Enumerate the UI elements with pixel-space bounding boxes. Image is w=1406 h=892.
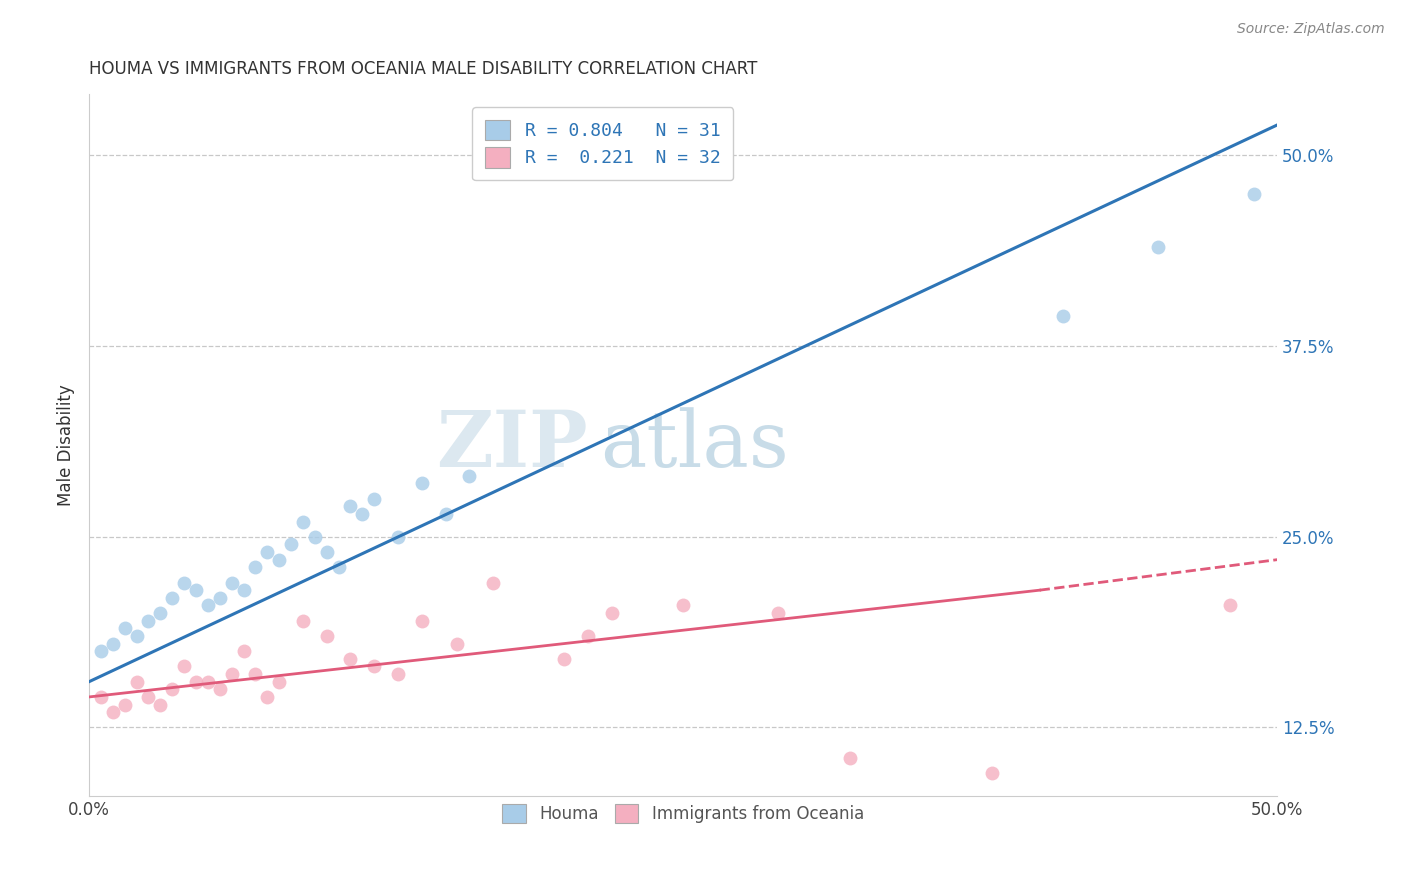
Point xyxy=(339,652,361,666)
Point xyxy=(600,606,623,620)
Point xyxy=(114,698,136,712)
Point xyxy=(1243,186,1265,201)
Text: ZIP: ZIP xyxy=(436,408,588,483)
Point xyxy=(101,705,124,719)
Point xyxy=(434,507,457,521)
Point xyxy=(553,652,575,666)
Point xyxy=(672,599,695,613)
Point xyxy=(208,682,231,697)
Point xyxy=(221,667,243,681)
Point xyxy=(245,560,267,574)
Point xyxy=(339,500,361,514)
Point xyxy=(208,591,231,605)
Point xyxy=(162,682,184,697)
Point xyxy=(269,552,291,566)
Y-axis label: Male Disability: Male Disability xyxy=(58,384,75,506)
Point xyxy=(1219,599,1241,613)
Point xyxy=(125,674,148,689)
Legend: Houma, Immigrants from Oceania: Houma, Immigrants from Oceania xyxy=(492,794,875,833)
Point xyxy=(101,636,124,650)
Point xyxy=(138,690,160,704)
Point xyxy=(315,545,337,559)
Point xyxy=(1147,240,1170,254)
Point xyxy=(114,621,136,635)
Point xyxy=(173,659,195,673)
Point xyxy=(315,629,337,643)
Point xyxy=(269,674,291,689)
Point xyxy=(352,507,374,521)
Text: atlas: atlas xyxy=(600,408,789,483)
Point xyxy=(280,537,302,551)
Point xyxy=(221,575,243,590)
Point xyxy=(90,644,112,658)
Point xyxy=(328,560,350,574)
Point xyxy=(981,766,1004,780)
Point xyxy=(232,644,254,658)
Point xyxy=(387,530,409,544)
Point xyxy=(446,636,468,650)
Point xyxy=(291,614,314,628)
Point xyxy=(256,690,278,704)
Point xyxy=(291,515,314,529)
Point xyxy=(197,599,219,613)
Point xyxy=(90,690,112,704)
Point xyxy=(125,629,148,643)
Point xyxy=(576,629,599,643)
Point xyxy=(363,659,385,673)
Point xyxy=(149,698,172,712)
Point xyxy=(232,583,254,598)
Text: Source: ZipAtlas.com: Source: ZipAtlas.com xyxy=(1237,22,1385,37)
Point xyxy=(458,468,481,483)
Point xyxy=(838,751,860,765)
Point xyxy=(482,575,505,590)
Point xyxy=(245,667,267,681)
Point xyxy=(363,491,385,506)
Point xyxy=(256,545,278,559)
Point xyxy=(304,530,326,544)
Point xyxy=(138,614,160,628)
Point xyxy=(411,614,433,628)
Point xyxy=(173,575,195,590)
Point xyxy=(411,476,433,491)
Point xyxy=(184,583,207,598)
Point xyxy=(162,591,184,605)
Point xyxy=(149,606,172,620)
Point xyxy=(387,667,409,681)
Point xyxy=(184,674,207,689)
Point xyxy=(197,674,219,689)
Point xyxy=(768,606,790,620)
Point xyxy=(1052,309,1074,323)
Text: HOUMA VS IMMIGRANTS FROM OCEANIA MALE DISABILITY CORRELATION CHART: HOUMA VS IMMIGRANTS FROM OCEANIA MALE DI… xyxy=(89,60,758,78)
